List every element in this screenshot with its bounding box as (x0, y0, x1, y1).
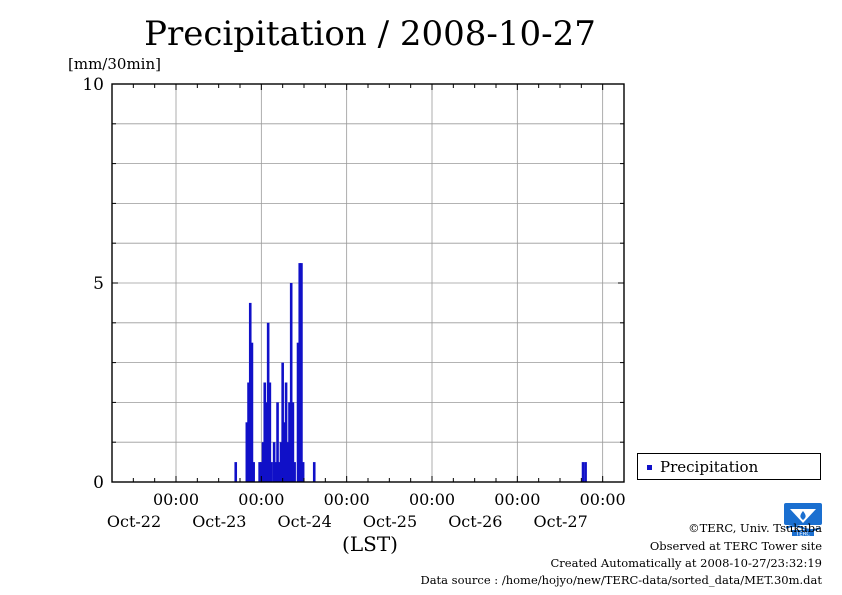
grid (112, 84, 624, 482)
precipitation-bar (268, 382, 272, 482)
precipitation-bar (293, 462, 296, 482)
precipitation-bar (288, 402, 291, 482)
x-tick-date-label: Oct-25 (363, 512, 417, 531)
precipitation-bar (270, 462, 273, 482)
precipitation-bar (277, 462, 281, 482)
x-tick-date-label: Oct-24 (278, 512, 332, 531)
x-tick-time-label: 00:00 (494, 490, 540, 509)
terc-logo-icon: TERC (784, 503, 822, 537)
y-axis-unit: [mm/30min] (68, 55, 161, 73)
precipitation-bar (274, 462, 278, 482)
ticks (111, 83, 625, 483)
tick-labels: 0 5 10 00:00 Oct-22 00:00 Oct-23 00:00 Oct-24 00:… (82, 75, 625, 531)
precipitation-bar (252, 462, 255, 482)
x-tick-time-label: 00:00 (409, 490, 455, 509)
y-tick-label: 10 (82, 75, 104, 95)
precipitation-bar (291, 402, 295, 482)
precipitation-bar (263, 382, 267, 482)
precipitation-bar (581, 462, 585, 482)
precipitation-bar (265, 402, 268, 482)
precipitation-bar (284, 382, 288, 482)
svg-text:TERC: TERC (795, 532, 810, 538)
footer-created: Created Automatically at 2008-10-27/23:3… (550, 556, 823, 570)
precipitation-bar (247, 382, 250, 482)
x-tick-time-label: 00:00 (153, 490, 199, 509)
precipitation-bar (283, 422, 286, 482)
x-tick-date-label: Oct-23 (192, 512, 246, 531)
precipitation-bar (584, 462, 587, 482)
precipitation-bar (234, 462, 238, 482)
y-tick-label: 5 (93, 274, 104, 294)
precipitation-bar (298, 263, 302, 482)
precipitation-bar (248, 302, 252, 482)
precipitation-bar (289, 283, 293, 482)
x-tick-date-label: Oct-26 (448, 512, 502, 531)
precipitation-bar (258, 462, 261, 482)
precipitation-bar (296, 342, 300, 482)
chart-title: Precipitation / 2008-10-27 (144, 14, 596, 54)
legend-label: Precipitation (660, 458, 759, 476)
precipitation-bar (301, 462, 305, 482)
x-tick-time-label: 00:00 (238, 490, 284, 509)
footer-copyright: ©TERC, Univ. Tsukuba (688, 521, 822, 535)
x-tick-time-label: 00:00 (580, 490, 626, 509)
precipitation-bar (300, 263, 303, 482)
legend: Precipitation (637, 453, 821, 480)
precipitation-bar (266, 322, 270, 482)
x-axis-caption: (LST) (342, 532, 398, 556)
precipitation-bar (250, 342, 254, 482)
legend-swatch (647, 465, 652, 470)
precipitation-bar (279, 442, 283, 482)
footer-source: Data source : /home/hojyo/new/TERC-data/… (420, 573, 822, 587)
bars (234, 263, 587, 482)
y-tick-label: 0 (93, 473, 104, 493)
precipitation-bar (260, 462, 263, 482)
x-tick-date-label: Oct-27 (534, 512, 588, 531)
x-tick-time-label: 00:00 (324, 490, 370, 509)
precipitation-bar (312, 462, 316, 482)
precipitation-bar (261, 442, 265, 482)
precipitation-bar (286, 442, 290, 482)
x-tick-date-label: Oct-22 (107, 512, 161, 531)
precipitation-bar (276, 402, 279, 482)
footer-observed: Observed at TERC Tower site (649, 539, 822, 553)
precipitation-bar (272, 442, 276, 482)
precipitation-bar (281, 362, 284, 482)
precipitation-bar (245, 422, 249, 482)
